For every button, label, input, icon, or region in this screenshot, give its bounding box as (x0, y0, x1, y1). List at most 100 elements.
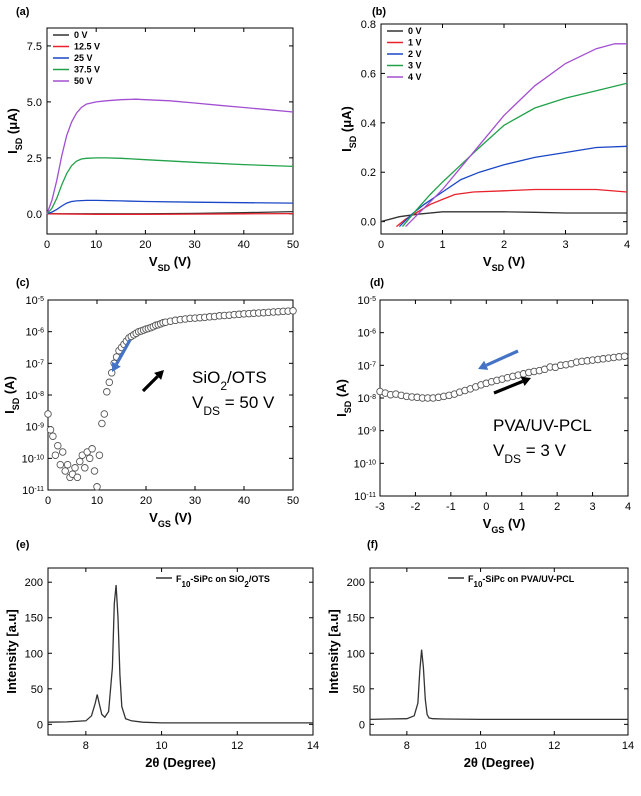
series-line-1 (380, 211, 627, 223)
y-tick-label: 10-8 (358, 393, 377, 405)
x-tick-label: 1 (439, 239, 445, 251)
x-tick-label: 14 (307, 740, 319, 752)
y-tick-label: 50 (353, 684, 365, 696)
legend-label: 0 V (408, 26, 422, 36)
arrow-head (112, 361, 121, 372)
series-line-4 (46, 157, 294, 215)
y-tick-label: 10-7 (26, 358, 45, 370)
y-tick-label: 200 (347, 577, 365, 589)
series-line-5 (46, 98, 294, 215)
annotation-line-2: VDS = 50 V (192, 393, 275, 418)
annotation-line-1: SiO2/OTS (192, 368, 267, 393)
x-tick-label: 0 (45, 495, 51, 507)
x-tick-label: 2 (554, 501, 560, 513)
series-line-4 (402, 82, 628, 228)
x-tick-label: 8 (404, 740, 410, 752)
x-tick-label: 2 (501, 239, 507, 251)
y-tick-label: 10-8 (26, 390, 45, 402)
x-tick-label: 20 (139, 239, 151, 251)
panel-f: (f) 8 10 12 14 0 50 100 150 200 2θ (Degree) Intensi… (326, 539, 634, 770)
y-tick-label: 200 (25, 577, 43, 589)
x-tick-label: 14 (622, 740, 634, 752)
arrow-head (154, 370, 164, 380)
x-axis-label: VGS (V) (483, 516, 526, 535)
legend-label: 3 V (408, 61, 422, 71)
x-tick-label: 50 (287, 495, 299, 507)
series-line-1 (47, 585, 313, 724)
panel-label: (f) (367, 539, 378, 551)
data-point (85, 454, 94, 463)
legend-label: 0 V (74, 30, 88, 40)
arrow-shaft (493, 379, 524, 395)
y-tick-label: 10-11 (354, 491, 376, 503)
x-tick-label: 40 (238, 239, 250, 251)
data-point (98, 419, 106, 428)
y-axis-label: Intensity [a.u] (326, 609, 341, 694)
arrow-shaft (141, 375, 159, 393)
y-tick-label: 5.0 (27, 97, 42, 109)
data-point (49, 432, 57, 440)
x-tick-label: 30 (189, 495, 201, 507)
y-tick-label: 50 (31, 684, 43, 696)
series-line-2 (395, 188, 628, 228)
x-tick-label: 4 (625, 501, 631, 513)
data-point (54, 441, 62, 450)
y-axis-label: ISD (μA) (5, 108, 24, 154)
y-tick-label: 100 (25, 648, 43, 660)
series-line-2 (46, 212, 294, 215)
y-tick-label: 10-9 (26, 422, 45, 434)
x-axis-label: VSD (V) (483, 254, 525, 273)
x-tick-label: 10 (474, 740, 486, 752)
y-tick-label: 10-5 (26, 295, 45, 307)
x-tick-label: -1 (446, 501, 456, 513)
arrow-shaft (485, 349, 519, 367)
legend-label: 37.5 V (74, 65, 100, 75)
y-tick-label: 10-7 (358, 360, 377, 372)
legend-label: 1 V (408, 38, 422, 48)
data-point (63, 460, 72, 469)
panel-label: (a) (16, 6, 30, 18)
panel-c: (c) 0 10 20 30 40 50 10-11 10-10 10-9 10-8 10-7 10-6… (2, 277, 299, 529)
y-tick-label: 0.4 (361, 118, 376, 130)
panel-label: (c) (16, 277, 30, 289)
x-tick-label: 12 (231, 740, 243, 752)
data-point (46, 426, 55, 434)
data-point (103, 388, 111, 396)
data-point (95, 451, 104, 459)
x-tick-label: 0 (483, 501, 489, 513)
panel-a: (a) 0 10 20 30 40 50 0.0 2.5 5.0 7.5 VSD (V) ISD (μA… (5, 6, 299, 273)
arrow-shaft (115, 339, 132, 365)
legend-label: 50 V (74, 76, 93, 86)
plot-frame (369, 567, 629, 736)
legend-label: F10-SiPc on PVA/UV-PCL (468, 574, 575, 589)
data-point (61, 467, 69, 475)
y-tick-label: 10-10 (22, 453, 44, 465)
y-tick-label: 10-6 (26, 327, 45, 339)
y-tick-label: 0.0 (27, 209, 42, 221)
panel-label: (b) (372, 6, 386, 18)
x-tick-label: 8 (83, 740, 89, 752)
data-point (51, 451, 60, 459)
data-point (620, 352, 629, 360)
x-tick-label: 3 (562, 239, 568, 251)
y-tick-label: 2.5 (27, 153, 42, 165)
x-tick-label: 10 (90, 239, 102, 251)
data-point (81, 464, 89, 472)
series-line-1 (369, 649, 628, 721)
panel-label: (d) (370, 277, 384, 289)
x-tick-label: 12 (548, 740, 560, 752)
x-tick-label: 3 (590, 501, 596, 513)
x-tick-label: -3 (375, 501, 385, 513)
y-tick-label: 100 (347, 648, 365, 660)
data-point (100, 410, 109, 418)
x-tick-label: 10 (91, 495, 103, 507)
x-axis-label: VGS (V) (149, 510, 192, 529)
series-line-3 (398, 145, 628, 228)
y-tick-label: 150 (347, 613, 365, 625)
y-axis-label: ISD (A) (2, 376, 21, 414)
data-point (56, 460, 65, 469)
x-axis-label: VSD (V) (149, 254, 191, 273)
legend-label: 4 V (408, 72, 422, 82)
y-tick-label: 150 (25, 613, 43, 625)
data-point (88, 445, 96, 453)
